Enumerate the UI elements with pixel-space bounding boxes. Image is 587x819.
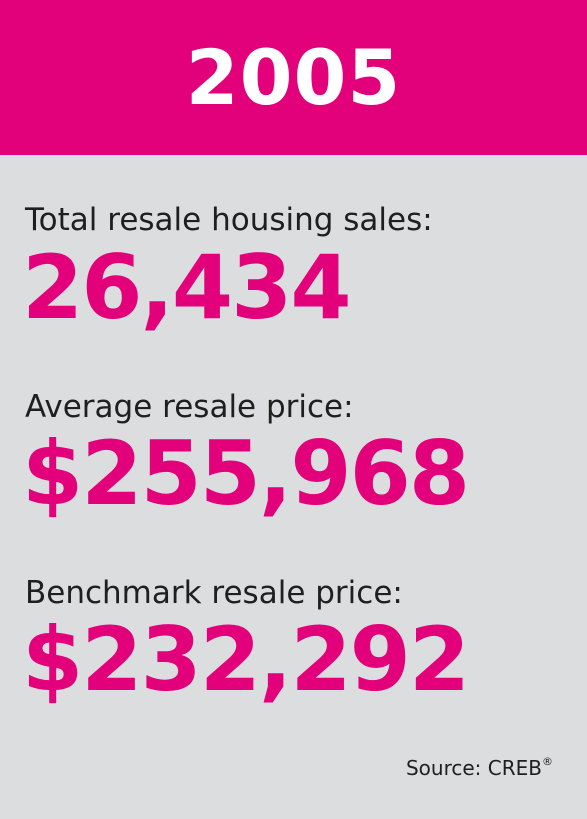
- registered-mark: ®: [542, 755, 553, 768]
- year-banner: 2005: [0, 0, 587, 155]
- year-title: 2005: [185, 33, 402, 122]
- source-text: Source: CREB: [405, 756, 542, 780]
- benchmark-price-label: Benchmark resale price:: [25, 575, 403, 611]
- source-note: Source: CREB®: [406, 755, 553, 781]
- total-sales-label: Total resale housing sales:: [25, 202, 433, 238]
- total-sales-value: 26,434: [22, 236, 352, 339]
- average-price-value: $255,968: [22, 422, 470, 525]
- average-price-label: Average resale price:: [25, 389, 354, 425]
- benchmark-price-value: $232,292: [22, 608, 470, 711]
